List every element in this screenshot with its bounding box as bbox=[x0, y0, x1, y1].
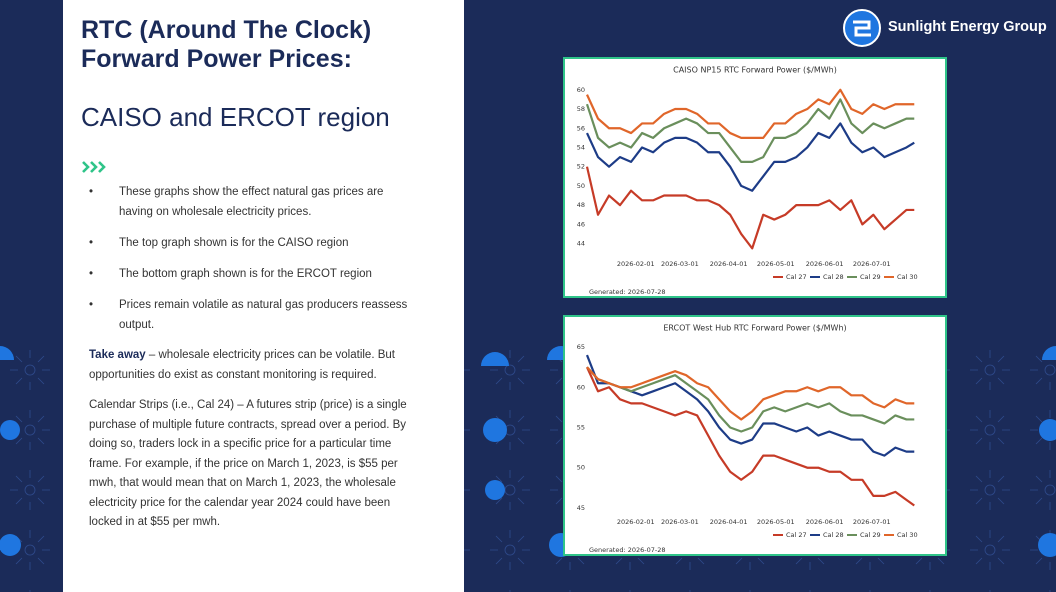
chart-card: ERCOT West Hub RTC Forward Power ($/MWh)… bbox=[563, 315, 947, 556]
y-tick-label: 55 bbox=[577, 423, 585, 431]
legend-label: Cal 28 bbox=[823, 531, 844, 539]
y-tick-label: 52 bbox=[577, 163, 585, 171]
y-tick-label: 48 bbox=[577, 201, 585, 209]
legend-label: Cal 29 bbox=[860, 531, 881, 539]
legend-label: Cal 30 bbox=[897, 273, 918, 281]
line-chart: ERCOT West Hub RTC Forward Power ($/MWh)… bbox=[577, 324, 918, 555]
series-line bbox=[585, 366, 915, 507]
series-line bbox=[586, 366, 915, 433]
bullet: The bottom graph shown is for the ERCOT … bbox=[89, 264, 409, 284]
footnote: Generated: 2026-07-28 bbox=[589, 288, 666, 296]
x-tick-label: 2026-02-01 bbox=[617, 518, 655, 526]
series-line bbox=[585, 166, 915, 250]
logo-icon bbox=[843, 9, 881, 47]
y-tick-label: 50 bbox=[577, 464, 585, 472]
brand-name: Sunlight Energy Group bbox=[888, 19, 1047, 35]
legend-label: Cal 30 bbox=[897, 531, 918, 539]
series-line bbox=[585, 354, 915, 457]
series-line bbox=[585, 88, 915, 139]
chart-card: CAISO NP15 RTC Forward Power ($/MWh) 44 46… bbox=[563, 57, 947, 298]
line-chart: CAISO NP15 RTC Forward Power ($/MWh) 44 46… bbox=[577, 66, 918, 297]
chevron-icon bbox=[82, 161, 106, 173]
x-tick-label: 2026-04-01 bbox=[710, 518, 748, 526]
legend-label: Cal 28 bbox=[823, 273, 844, 281]
y-tick-label: 60 bbox=[577, 383, 585, 391]
bullet: These graphs show the effect natural gas… bbox=[89, 182, 409, 222]
bullet: Prices remain volatile as natural gas pr… bbox=[89, 295, 409, 335]
slide-subtitle: CAISO and ERCOT region bbox=[81, 102, 390, 132]
series-line bbox=[585, 98, 915, 163]
x-tick-label: 2026-07-01 bbox=[853, 260, 891, 268]
series-line bbox=[586, 122, 915, 192]
x-tick-label: 2026-03-01 bbox=[661, 518, 699, 526]
x-tick-label: 2026-05-01 bbox=[757, 260, 795, 268]
x-tick-label: 2026-04-01 bbox=[710, 260, 748, 268]
x-tick-label: 2026-03-01 bbox=[661, 260, 699, 268]
note: Calendar Strips (i.e., Cal 24) – A futur… bbox=[89, 399, 407, 528]
y-tick-label: 56 bbox=[577, 124, 585, 132]
chart-title: CAISO NP15 RTC Forward Power ($/MWh) bbox=[673, 66, 837, 75]
text-panel: RTC (Around The Clock) Forward Power Pri… bbox=[63, 0, 464, 592]
bullet-list: These graphs show the effect natural gas… bbox=[89, 182, 409, 346]
take-away-label: Take away bbox=[89, 349, 146, 361]
slide-title: RTC (Around The Clock) Forward Power Pri… bbox=[81, 16, 372, 73]
legend-label: Cal 29 bbox=[860, 273, 881, 281]
x-tick-label: 2026-07-01 bbox=[853, 518, 891, 526]
y-tick-label: 46 bbox=[577, 220, 585, 228]
chart-title: ERCOT West Hub RTC Forward Power ($/MWh) bbox=[663, 324, 846, 333]
y-tick-label: 44 bbox=[577, 240, 585, 248]
x-tick-label: 2026-05-01 bbox=[757, 518, 795, 526]
take-away: Take away – wholesale electricity prices… bbox=[89, 346, 421, 385]
x-tick-label: 2026-02-01 bbox=[617, 260, 655, 268]
y-tick-label: 58 bbox=[577, 105, 585, 113]
take-away-text: – wholesale electricity prices can be vo… bbox=[89, 349, 395, 381]
x-tick-label: 2026-06-01 bbox=[806, 518, 844, 526]
legend-label: Cal 27 bbox=[786, 273, 807, 281]
x-tick-label: 2026-06-01 bbox=[806, 260, 844, 268]
legend-label: Cal 27 bbox=[786, 531, 807, 539]
y-tick-label: 54 bbox=[577, 143, 585, 151]
y-tick-label: 50 bbox=[577, 182, 585, 190]
y-tick-label: 65 bbox=[577, 343, 585, 351]
y-tick-label: 45 bbox=[577, 504, 585, 512]
series-line bbox=[586, 366, 915, 421]
footnote: Generated: 2026-07-28 bbox=[589, 546, 666, 554]
y-tick-label: 60 bbox=[577, 86, 585, 94]
bullet: The top graph shown is for the CAISO reg… bbox=[89, 233, 409, 253]
